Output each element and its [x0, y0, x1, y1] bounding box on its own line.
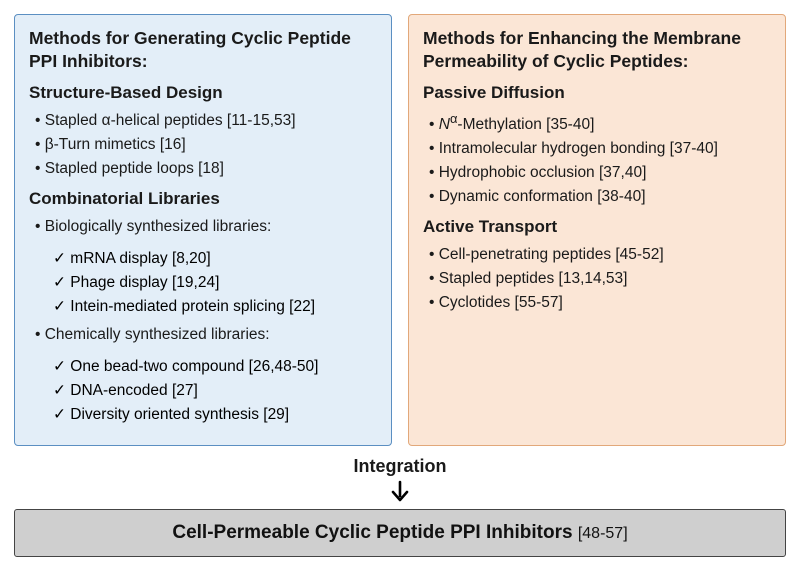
- right-panel-title: Methods for Enhancing the Membrane Perme…: [423, 27, 771, 73]
- integration-block: Integration: [14, 456, 786, 505]
- section-heading-cl: Combinatorial Libraries: [29, 189, 377, 209]
- top-row: Methods for Generating Cyclic Peptide PP…: [14, 14, 786, 446]
- cl-list-2: Chemically synthesized libraries:: [29, 323, 377, 347]
- list-item: Stapled α-helical peptides [11-15,53]: [35, 109, 377, 133]
- list-item: Intein-mediated protein splicing [22]: [53, 295, 377, 319]
- list-item: Diversity oriented synthesis [29]: [53, 403, 377, 427]
- right-panel: Methods for Enhancing the Membrane Perme…: [408, 14, 786, 446]
- chem-sublist: One bead-two compound [26,48-50] DNA-enc…: [29, 355, 377, 427]
- bottom-box: Cell-Permeable Cyclic Peptide PPI Inhibi…: [14, 509, 786, 557]
- list-item: Intramolecular hydrogen bonding [37-40]: [429, 137, 771, 161]
- list-item: Cyclotides [55-57]: [429, 291, 771, 315]
- list-item: Hydrophobic occlusion [37,40]: [429, 161, 771, 185]
- list-item: Stapled peptide loops [18]: [35, 157, 377, 181]
- list-item: Dynamic conformation [38-40]: [429, 185, 771, 209]
- bottom-refs: [48-57]: [578, 525, 628, 542]
- at-list: Cell-penetrating peptides [45-52] Staple…: [423, 243, 771, 315]
- left-panel: Methods for Generating Cyclic Peptide PP…: [14, 14, 392, 446]
- section-heading-sbd: Structure-Based Design: [29, 83, 377, 103]
- integration-label: Integration: [354, 456, 447, 477]
- sbd-list: Stapled α-helical peptides [11-15,53] β-…: [29, 109, 377, 181]
- bottom-main: Cell-Permeable Cyclic Peptide PPI Inhibi…: [172, 522, 572, 543]
- list-item: Biologically synthesized libraries:: [35, 215, 377, 239]
- n-alpha-label: N: [439, 116, 450, 133]
- list-item: Chemically synthesized libraries:: [35, 323, 377, 347]
- list-item: Phage display [19,24]: [53, 271, 377, 295]
- left-panel-title: Methods for Generating Cyclic Peptide PP…: [29, 27, 377, 73]
- pd-list: Nα-Methylation [35-40] Intramolecular hy…: [423, 109, 771, 209]
- bio-sublist: mRNA display [8,20] Phage display [19,24…: [29, 247, 377, 319]
- list-item: Stapled peptides [13,14,53]: [429, 267, 771, 291]
- cl-list: Biologically synthesized libraries:: [29, 215, 377, 239]
- down-arrow-icon: [387, 479, 413, 505]
- list-item: One bead-two compound [26,48-50]: [53, 355, 377, 379]
- section-heading-pd: Passive Diffusion: [423, 83, 771, 103]
- alpha-superscript: α: [450, 111, 457, 126]
- list-item: Nα-Methylation [35-40]: [429, 109, 771, 137]
- list-item: DNA-encoded [27]: [53, 379, 377, 403]
- list-item: mRNA display [8,20]: [53, 247, 377, 271]
- list-item: Cell-penetrating peptides [45-52]: [429, 243, 771, 267]
- list-item: β-Turn mimetics [16]: [35, 133, 377, 157]
- section-heading-at: Active Transport: [423, 217, 771, 237]
